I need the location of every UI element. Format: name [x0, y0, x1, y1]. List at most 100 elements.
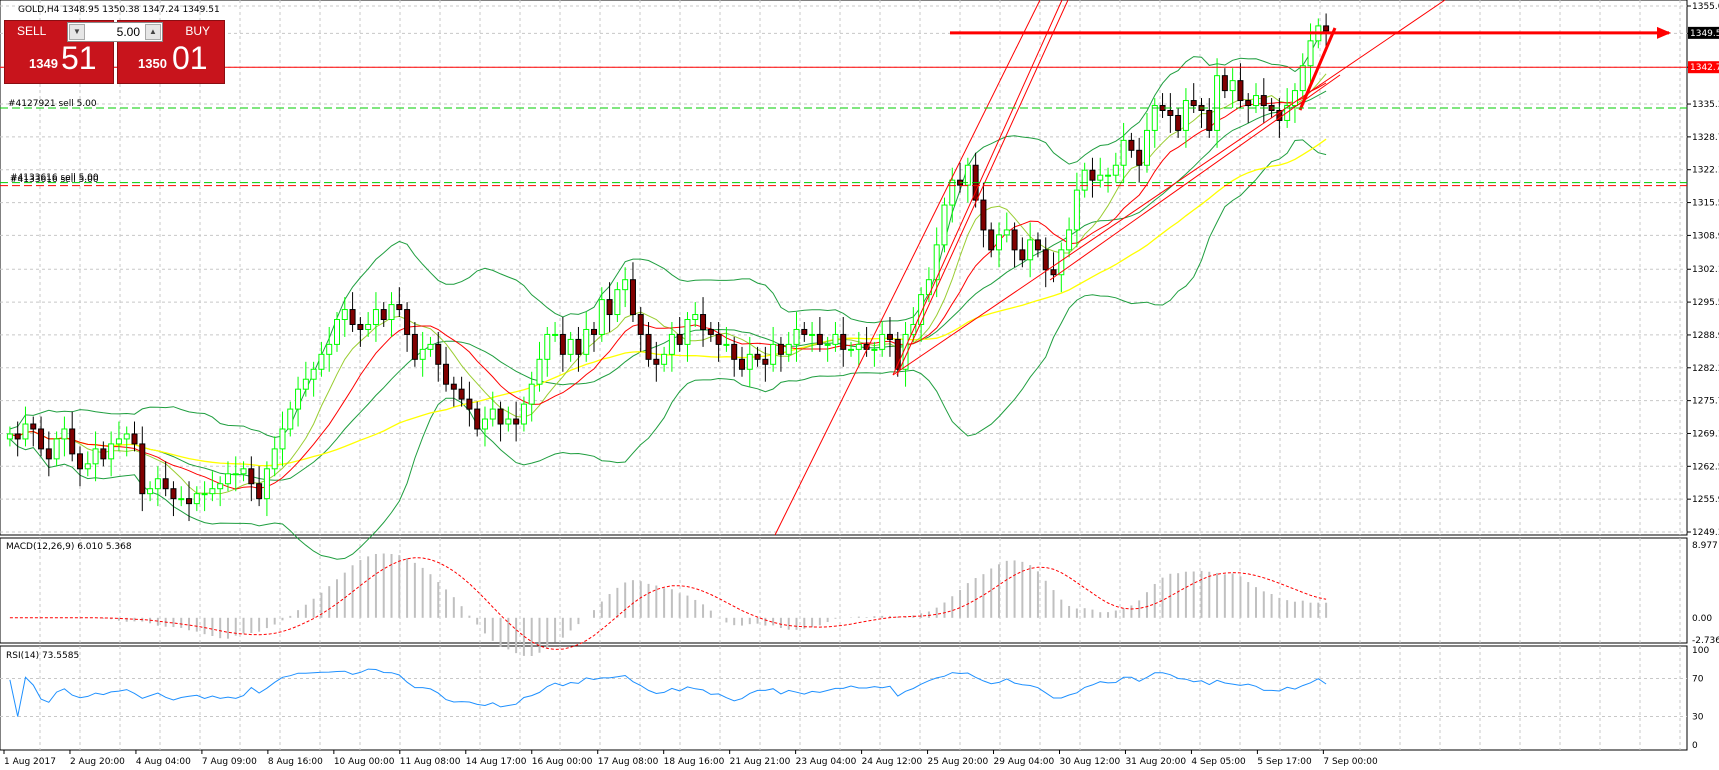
- price-tick-label: 1302.1: [1692, 265, 1719, 275]
- candle-body: [458, 388, 465, 400]
- price-tick-label: 1295.5: [1692, 298, 1719, 308]
- candle-body: [777, 343, 784, 355]
- one-click-trading-panel: SELL 1349 51 BUY 1350 01 ▼ 5.00 ▲: [4, 20, 225, 84]
- candle-body: [388, 304, 395, 321]
- candle-body: [404, 309, 411, 335]
- time-tick-label: 11 Aug 08:00: [400, 757, 461, 767]
- candle-body: [552, 333, 559, 336]
- candle-body: [1081, 169, 1088, 191]
- candle-body: [513, 418, 520, 425]
- candle-body: [154, 478, 161, 490]
- level-price-tag: [1688, 61, 1719, 74]
- candle-body: [855, 343, 862, 350]
- macd-title: MACD(12,26,9) 6.010 5.368: [6, 542, 132, 552]
- candle-body: [310, 368, 317, 380]
- candle-body: [1284, 105, 1291, 121]
- sell-button[interactable]: SELL 1349 51: [4, 20, 114, 84]
- candle-body: [248, 468, 255, 485]
- macd-panel: [0, 537, 1688, 644]
- price-tick-label: 1315.5: [1692, 199, 1719, 209]
- candle-body: [933, 244, 940, 281]
- time-tick-label: 24 Aug 12:00: [862, 757, 923, 767]
- candle-body: [528, 383, 535, 405]
- time-tick-label: 16 Aug 00:00: [532, 757, 593, 767]
- candle-body: [949, 179, 956, 206]
- candle-body: [256, 483, 263, 500]
- candle-body: [69, 428, 76, 455]
- candle-body: [84, 463, 91, 470]
- grid: [0, 0, 1687, 750]
- support-trendline: [1049, 74, 1341, 281]
- candle-body: [738, 358, 745, 370]
- candle-body: [816, 333, 823, 345]
- candle-body: [1027, 239, 1034, 261]
- channel-line: [892, 0, 1063, 376]
- decrease-lot-icon[interactable]: ▼: [69, 24, 85, 40]
- candle-body: [505, 418, 512, 425]
- increase-lot-icon[interactable]: ▲: [145, 24, 161, 40]
- support-trendline: [892, 0, 1446, 376]
- price-tick-label: 1275.7: [1692, 397, 1719, 407]
- candle-body: [871, 348, 878, 351]
- candle-body: [443, 363, 450, 385]
- candle-body: [1221, 75, 1228, 92]
- time-tick-label: 2 Aug 20:00: [70, 757, 125, 767]
- candle-body: [1143, 129, 1150, 166]
- candle-body: [61, 428, 68, 440]
- candle-body: [1151, 105, 1158, 131]
- candle-body: [1229, 80, 1236, 92]
- price-axis: 1355.0 1349.5 1342.7 1335.3 1328.7 1322.1 1315…: [1687, 2, 1719, 538]
- candle-body: [801, 328, 808, 335]
- candle-body: [53, 438, 60, 460]
- price-tick-label: 1322.1: [1692, 166, 1719, 176]
- candle-body: [676, 333, 683, 345]
- candle-body: [1253, 95, 1260, 107]
- price-tick-label: 1249.3: [1692, 528, 1719, 538]
- price-tick-label: 1308.9: [1692, 231, 1719, 241]
- candle-body: [287, 408, 294, 430]
- price-tick-label: 1262.5: [1692, 462, 1719, 472]
- candle-body: [754, 353, 761, 360]
- time-tick-label: 8 Aug 16:00: [268, 757, 323, 767]
- candle-body: [1097, 174, 1104, 181]
- buy-button[interactable]: BUY 1350 01: [117, 20, 225, 84]
- buy-price-small: 1350: [138, 56, 167, 71]
- candle-body: [653, 358, 660, 365]
- current-price-value: 1349.5: [1690, 29, 1719, 39]
- candle-body: [139, 443, 146, 495]
- candle-body: [1307, 40, 1314, 67]
- candle-body: [894, 338, 901, 370]
- candle-body: [201, 493, 208, 496]
- candle-body: [1112, 164, 1119, 176]
- rsi-tick-label: 100: [1692, 646, 1709, 656]
- rsi-title: RSI(14) 73.5585: [6, 651, 79, 661]
- candle-body: [1034, 239, 1041, 251]
- candle-body: [840, 333, 847, 350]
- candle-body: [1089, 169, 1096, 181]
- candle-body: [832, 333, 839, 345]
- candle-body: [629, 279, 636, 316]
- candle-body: [1260, 95, 1267, 107]
- candle-body: [481, 418, 488, 430]
- candle-body: [1128, 139, 1135, 151]
- candle-body: [567, 338, 574, 355]
- candle-body: [1299, 65, 1306, 92]
- candle-body: [1120, 139, 1127, 166]
- candle-body: [123, 433, 130, 440]
- time-tick-label: 7 Aug 09:00: [202, 757, 257, 767]
- candle-body: [271, 448, 278, 470]
- candle-body: [1011, 229, 1018, 251]
- price-tick-label: 1282.3: [1692, 364, 1719, 374]
- lot-size-field[interactable]: ▼ 5.00 ▲: [67, 22, 163, 42]
- candle-body: [731, 343, 738, 360]
- order-label-2: #4133616 sell 5.00: [10, 173, 99, 183]
- moving-averages: [9, 73, 1327, 495]
- candle-body: [668, 333, 675, 355]
- candle-body: [848, 348, 855, 351]
- price-tick-label: 1335.3: [1692, 100, 1719, 110]
- candle-body: [684, 319, 691, 345]
- candle-body: [186, 498, 193, 505]
- candle-body: [263, 468, 270, 500]
- candle-body: [785, 343, 792, 355]
- candle-body: [707, 328, 714, 335]
